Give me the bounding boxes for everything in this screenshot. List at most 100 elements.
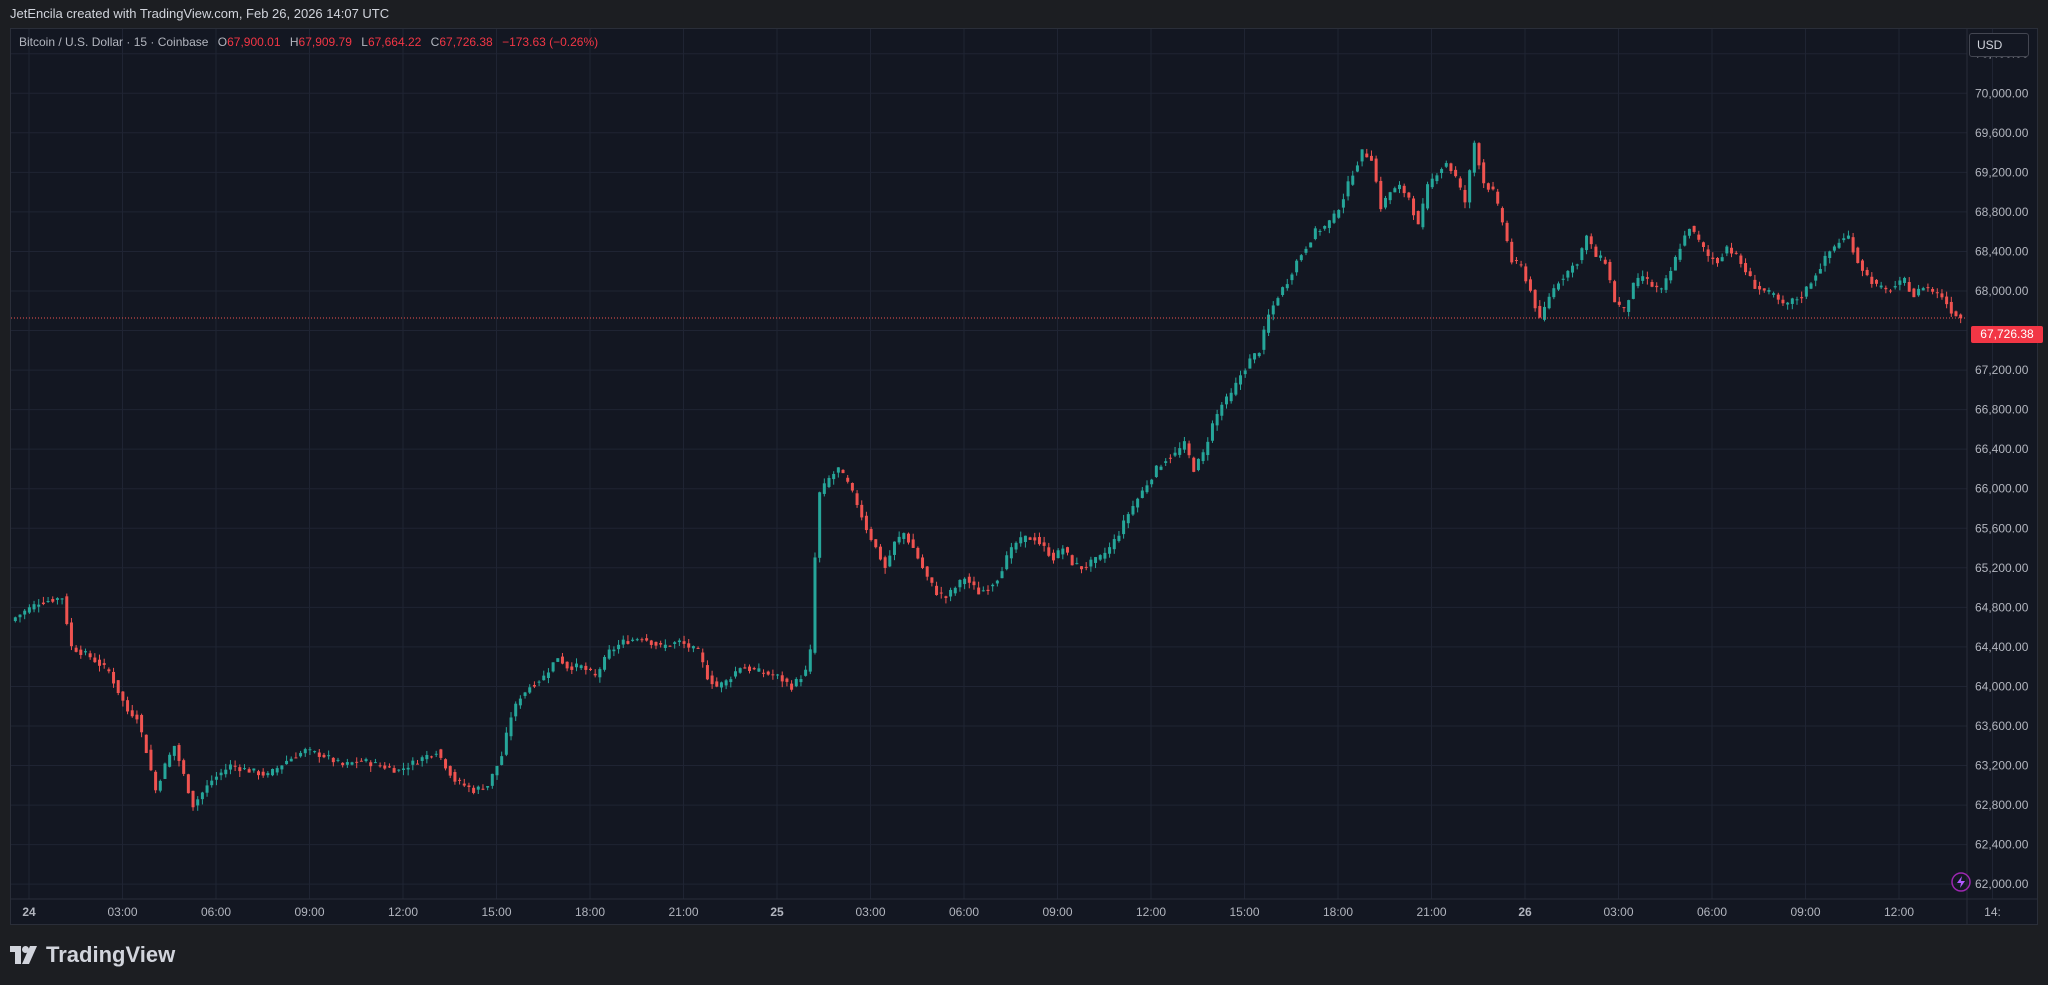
candle bbox=[1519, 260, 1523, 268]
candle bbox=[1879, 281, 1883, 290]
candle-body bbox=[1851, 237, 1855, 253]
candle-body bbox=[649, 640, 653, 645]
candle bbox=[154, 770, 158, 794]
candle-body bbox=[715, 681, 719, 687]
candle-body bbox=[1416, 210, 1420, 225]
candle-body bbox=[1080, 566, 1084, 570]
candle bbox=[1257, 352, 1261, 358]
candle bbox=[341, 762, 345, 768]
candle bbox=[1486, 182, 1490, 193]
candle bbox=[1098, 554, 1102, 562]
candle-body bbox=[1874, 279, 1878, 284]
candle-body bbox=[1140, 490, 1144, 498]
candle bbox=[1514, 256, 1518, 264]
candle bbox=[32, 600, 36, 613]
time-tick-label: 14: bbox=[1984, 905, 2001, 919]
candle bbox=[785, 677, 789, 687]
candle-body bbox=[144, 734, 148, 753]
candle-body bbox=[799, 679, 803, 683]
candle bbox=[107, 667, 111, 674]
currency-button[interactable]: USD bbox=[1969, 33, 2029, 57]
candle bbox=[1552, 284, 1556, 300]
candle-body bbox=[1215, 414, 1219, 426]
candle-body bbox=[612, 649, 616, 652]
lightning-icon[interactable] bbox=[1951, 872, 1971, 892]
candle-body bbox=[1631, 282, 1635, 299]
time-axis[interactable]: 24 03:00 06:00 09:00 12:00 15:00 18:00 21:00 25 0… bbox=[22, 905, 2001, 919]
candle-body bbox=[1295, 260, 1299, 273]
time-tick-label: 18:00 bbox=[575, 905, 605, 919]
candle bbox=[1075, 557, 1079, 565]
candle-body bbox=[1790, 298, 1794, 304]
candle-body bbox=[752, 668, 756, 670]
candle-body bbox=[392, 768, 396, 773]
candle-body bbox=[383, 765, 387, 769]
candle bbox=[1608, 259, 1612, 284]
candle-body bbox=[1346, 181, 1350, 197]
candle-body bbox=[724, 680, 728, 686]
candle bbox=[1028, 536, 1032, 540]
candle bbox=[1683, 230, 1687, 247]
candle bbox=[1613, 279, 1617, 303]
candle bbox=[1842, 233, 1846, 243]
candle bbox=[1210, 420, 1214, 443]
candle-body bbox=[1220, 404, 1224, 416]
candle-body bbox=[963, 578, 967, 585]
candle-body bbox=[1748, 271, 1752, 277]
candle-body bbox=[967, 576, 971, 583]
candle bbox=[1758, 281, 1762, 295]
candle bbox=[869, 526, 873, 542]
candle bbox=[1557, 281, 1561, 291]
candle bbox=[1168, 454, 1172, 464]
candle bbox=[1131, 500, 1135, 516]
candle-body bbox=[1248, 358, 1252, 369]
candle-body bbox=[691, 646, 695, 649]
candlestick-chart[interactable]: 70,400.0070,000.0069,600.0069,200.0068,8… bbox=[11, 29, 2037, 924]
candle-body bbox=[364, 759, 368, 762]
candle bbox=[1080, 566, 1084, 574]
candle-body bbox=[1678, 248, 1682, 260]
candle bbox=[1510, 238, 1514, 265]
candle bbox=[37, 599, 41, 613]
price-tick-label: 69,600.00 bbox=[1975, 126, 2029, 140]
candle-body bbox=[1477, 143, 1481, 166]
candle-body bbox=[589, 668, 593, 671]
candle-body bbox=[1075, 563, 1079, 565]
price-axis[interactable]: 70,400.0070,000.0069,600.0069,200.0068,8… bbox=[1975, 47, 2029, 891]
candle-body bbox=[925, 566, 929, 577]
candle bbox=[1332, 210, 1336, 224]
candle-body bbox=[551, 662, 555, 672]
candle bbox=[1500, 206, 1504, 226]
candle bbox=[1393, 186, 1397, 193]
candle-body bbox=[205, 785, 209, 793]
candle bbox=[1505, 220, 1509, 243]
candle bbox=[257, 769, 261, 780]
candle bbox=[294, 752, 298, 759]
candle-body bbox=[210, 780, 214, 786]
tradingview-logo[interactable]: TradingView bbox=[10, 940, 175, 970]
candle bbox=[1070, 554, 1074, 566]
candle bbox=[701, 648, 705, 668]
candle bbox=[649, 639, 653, 649]
candle bbox=[1636, 273, 1640, 289]
candle bbox=[1023, 535, 1027, 548]
symbol-label[interactable]: Bitcoin / U.S. Dollar · 15 · Coinbase bbox=[19, 35, 209, 49]
candle bbox=[1846, 230, 1850, 240]
candle bbox=[196, 796, 200, 811]
chart-panel[interactable]: 70,400.0070,000.0069,600.0069,200.0068,8… bbox=[10, 28, 2043, 925]
candle-body bbox=[668, 645, 672, 647]
candle-body bbox=[1398, 184, 1402, 190]
candle bbox=[1033, 532, 1037, 545]
candle-body bbox=[154, 771, 158, 791]
candle bbox=[481, 784, 485, 791]
candle-body bbox=[1168, 457, 1172, 459]
candle-body bbox=[1889, 290, 1893, 292]
candle-body bbox=[289, 758, 293, 762]
candle bbox=[172, 745, 176, 761]
candle bbox=[233, 760, 237, 772]
candle bbox=[546, 668, 550, 684]
candle-body bbox=[1571, 265, 1575, 273]
candle bbox=[1444, 160, 1448, 169]
candle-body bbox=[995, 580, 999, 584]
candle bbox=[280, 765, 284, 774]
